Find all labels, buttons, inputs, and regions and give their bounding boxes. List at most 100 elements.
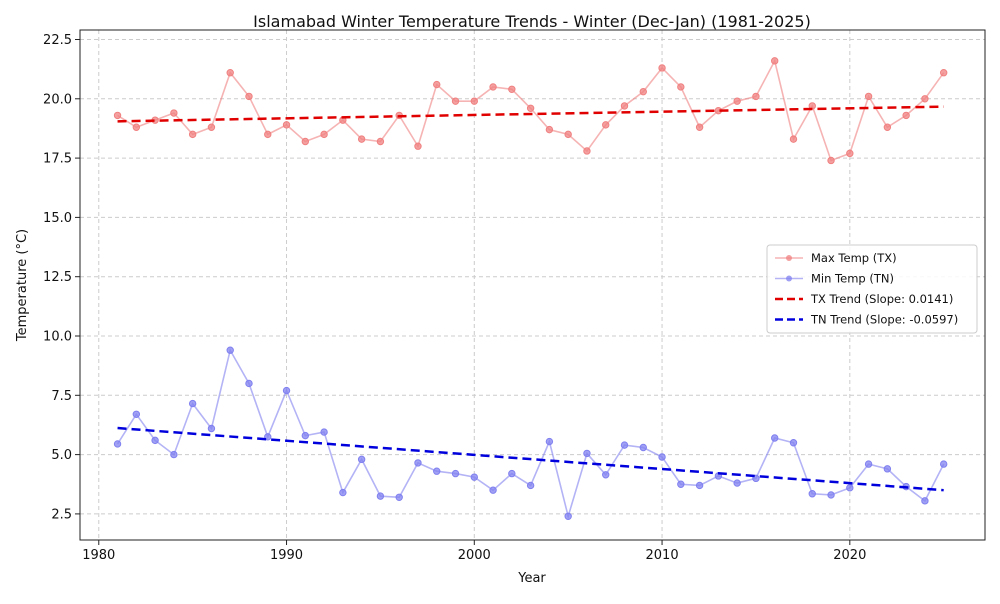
series-1 <box>113 346 948 520</box>
data-point <box>864 92 873 101</box>
data-point <box>846 484 854 492</box>
x-tick-label: 2010 <box>646 548 679 563</box>
data-point <box>301 431 310 440</box>
data-point <box>846 149 854 158</box>
y-tick-label: 17.5 <box>43 152 72 167</box>
data-point <box>677 83 685 91</box>
legend-label: TX Trend (Slope: 0.0141) <box>810 292 953 306</box>
data-point <box>658 453 666 461</box>
data-point <box>357 135 366 143</box>
data-point <box>508 85 516 94</box>
data-point <box>771 434 779 442</box>
data-point <box>564 512 572 520</box>
grid <box>80 30 985 540</box>
series-layer <box>113 57 948 520</box>
x-axis-label: Year <box>517 571 546 586</box>
y-tick-label: 5.0 <box>51 448 72 463</box>
data-point <box>451 97 460 105</box>
data-point <box>677 480 685 488</box>
y-tick-label: 10.0 <box>43 330 72 345</box>
data-point <box>357 455 366 464</box>
data-point <box>902 111 910 120</box>
y-tick-label: 12.5 <box>43 270 72 285</box>
data-point <box>620 102 629 110</box>
data-point <box>282 386 291 395</box>
x-tick-label: 1990 <box>270 548 303 563</box>
chart-title: Islamabad Winter Temperature Trends - Wi… <box>253 12 811 31</box>
data-point <box>883 465 892 473</box>
data-point <box>414 142 422 150</box>
x-tick-label: 2000 <box>458 548 491 563</box>
legend-marker <box>786 275 792 282</box>
data-point <box>170 450 178 459</box>
legend-label: Min Temp (TN) <box>811 272 894 286</box>
data-point <box>170 109 178 117</box>
data-point <box>376 137 385 146</box>
data-point <box>226 68 234 77</box>
ticks: 1980 1990 2000 2010 2020 2.5 5.0 7.5 10.0 12.5 15.… <box>43 33 866 563</box>
data-point <box>733 97 741 105</box>
data-point <box>188 130 197 139</box>
data-point <box>602 121 610 129</box>
data-point <box>564 130 572 139</box>
data-point <box>808 490 816 498</box>
y-axis-label: Temperature (°C) <box>15 229 30 342</box>
data-point <box>376 492 385 500</box>
data-point <box>583 449 591 458</box>
data-point <box>207 424 216 433</box>
data-point <box>508 469 516 478</box>
data-point <box>921 95 929 103</box>
x-tick-label: 2020 <box>833 548 866 563</box>
data-point <box>245 92 253 101</box>
trend-line <box>117 426 944 492</box>
data-point <box>789 439 798 447</box>
data-point <box>545 437 554 446</box>
data-point <box>695 123 704 131</box>
data-point <box>451 469 460 478</box>
data-point <box>433 467 441 475</box>
y-tick-label: 2.5 <box>51 507 72 522</box>
legend-label: TN Trend (Slope: -0.0597) <box>810 313 958 327</box>
data-point <box>583 147 591 155</box>
data-point <box>939 68 948 77</box>
data-point <box>395 493 403 502</box>
data-point <box>639 87 647 96</box>
data-point <box>339 488 347 497</box>
data-point <box>864 460 873 468</box>
series-line <box>116 348 945 520</box>
data-point <box>733 479 741 487</box>
data-point <box>301 137 310 146</box>
data-point <box>282 121 291 129</box>
data-point <box>132 123 141 131</box>
data-point <box>207 123 216 131</box>
data-point <box>827 156 835 165</box>
data-point <box>489 83 497 91</box>
data-point <box>470 97 478 105</box>
y-tick-label: 15.0 <box>43 211 72 226</box>
data-point <box>771 57 779 65</box>
data-point <box>602 471 610 479</box>
data-point <box>470 473 478 481</box>
data-point <box>620 441 629 449</box>
data-point <box>939 460 948 468</box>
data-point <box>489 486 497 494</box>
data-point <box>639 443 647 452</box>
data-point <box>151 436 159 445</box>
legend-marker <box>786 255 792 261</box>
data-point <box>658 64 666 72</box>
trend-line <box>117 105 944 123</box>
data-point <box>752 92 760 101</box>
data-point <box>414 459 422 467</box>
data-point <box>320 130 328 139</box>
data-point <box>245 379 253 388</box>
legend: Max Temp (TX) Min Temp (TN) TX Trend (Slop… <box>766 244 978 334</box>
data-point <box>526 481 535 490</box>
data-point <box>789 135 798 143</box>
data-point <box>320 428 328 436</box>
data-point <box>827 491 835 499</box>
data-point <box>113 440 122 448</box>
data-point <box>695 481 704 490</box>
x-tick-label: 1980 <box>82 548 115 563</box>
y-tick-label: 20.0 <box>43 92 72 107</box>
series-0 <box>113 57 948 165</box>
